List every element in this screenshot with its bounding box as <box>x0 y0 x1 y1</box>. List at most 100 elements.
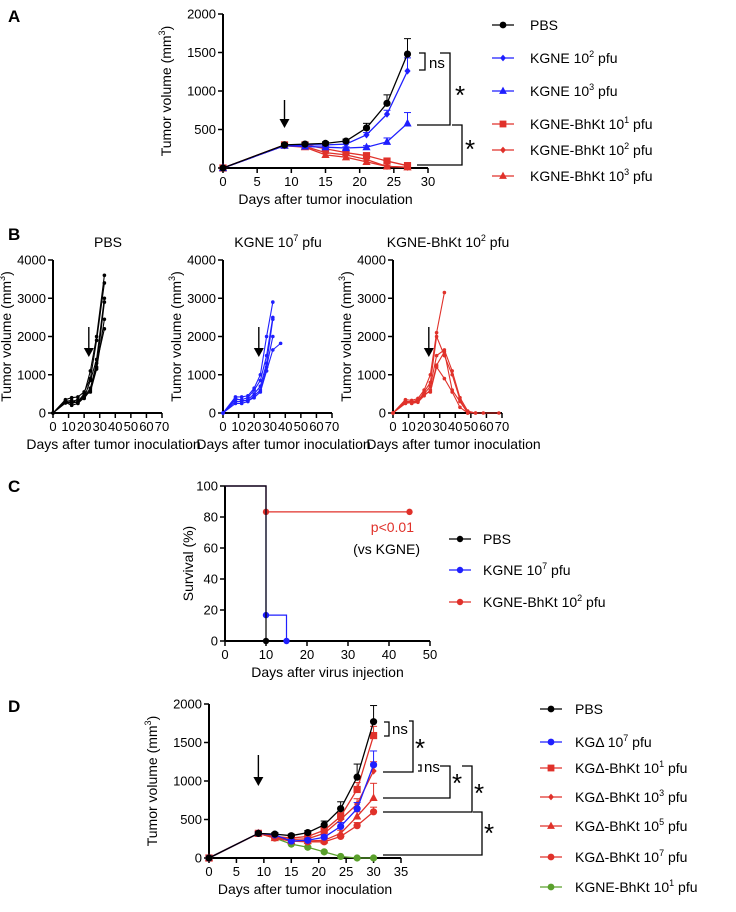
circle-marker <box>219 164 227 172</box>
y-axis-label: Tumor volume (mm3) <box>157 26 174 157</box>
survival-line <box>225 485 288 641</box>
mouse-series <box>391 365 470 415</box>
y-axis-label-text: Tumor volume (mm <box>168 281 184 402</box>
y-axis-label-superscript: 3 <box>337 276 347 281</box>
legend-label-superscript: 2 <box>624 141 629 151</box>
diamond-marker <box>500 146 506 154</box>
survival-curve <box>225 485 413 516</box>
legend-label-text: PBS <box>483 531 511 547</box>
x-tick-label: 50 <box>464 419 478 434</box>
x-tick-label: 20 <box>247 419 261 434</box>
x-tick-label: 20 <box>77 419 91 434</box>
x-tick-label: 10 <box>61 419 75 434</box>
legend-item: KGNE 107 pfu <box>449 561 571 578</box>
circle-marker <box>254 829 262 837</box>
legend-item: PBS <box>449 531 511 547</box>
legend-label-superscript: 3 <box>589 82 594 92</box>
axes-d: 0 5 10 15 20 25 30 35 0 500 1000 1500 2000 Days after… <box>143 697 408 898</box>
circle-marker <box>321 139 330 147</box>
circle-marker <box>252 388 256 392</box>
x-tick-label: 0 <box>389 419 396 434</box>
circle-marker <box>547 883 555 891</box>
y-tick-label: 1000 <box>187 84 216 99</box>
circle-marker <box>320 848 328 856</box>
legend-label: KGΔ-BhKt 103 pfu <box>575 788 687 805</box>
legend-label: KGNE-BhKt 101 pfu <box>575 878 698 895</box>
legend-label-superscript: 2 <box>589 49 594 59</box>
mouse-line <box>52 275 105 414</box>
circle-marker <box>102 327 107 331</box>
y-tick-label: 3000 <box>187 291 216 306</box>
panel-label-b: B <box>8 225 20 244</box>
circle-marker <box>51 411 55 415</box>
legend-label-superscript: 7 <box>659 848 664 858</box>
circle-marker <box>497 411 501 415</box>
subplot-title: PBS <box>94 234 122 250</box>
circle-marker <box>369 854 378 862</box>
legend-label-superscript: 3 <box>624 167 629 177</box>
legend-label: KGNE-BhKt 102 pfu <box>530 141 653 158</box>
circle-marker <box>233 396 238 401</box>
survival-line <box>225 485 410 513</box>
y-tick-label: 2000 <box>187 329 216 344</box>
legend-label-text: KGΔ-BhKt 10 <box>575 818 659 834</box>
injection-arrow-icon <box>253 348 264 357</box>
axes-b1: 0 10 20 30 40 50 60 70 0 1000 2000 3000 4000 Days aft… <box>0 234 201 452</box>
legend-item: KGΔ 107 pfu <box>540 733 652 750</box>
circle-marker <box>102 273 107 278</box>
circle-marker <box>456 566 464 574</box>
circle-marker <box>283 637 290 645</box>
legend-label: KGNE 103 pfu <box>530 82 618 99</box>
circle-marker <box>69 398 74 403</box>
circle-marker <box>233 401 238 406</box>
circle-marker <box>547 738 555 746</box>
legend-label-suffix: pfu <box>629 168 652 184</box>
circle-marker <box>458 399 462 404</box>
circle-marker <box>456 535 464 543</box>
circle-marker <box>434 334 439 339</box>
axes-c: 0 10 20 30 40 50 0 20 40 60 80 100 Days after virus … <box>180 479 437 681</box>
circle-marker <box>63 399 68 404</box>
legend-label: KGNE-BhKt 102 pfu <box>483 593 606 610</box>
x-axis-label: Days after tumor inoculation <box>218 881 392 897</box>
subplot-title-text: KGNE 10 <box>234 234 293 250</box>
mouse-series <box>391 290 447 415</box>
circle-marker <box>337 822 345 831</box>
circle-marker <box>409 401 414 405</box>
injection-arrow-icon <box>253 777 264 786</box>
legend-item: KGNE-BhKt 102 pfu <box>449 593 606 610</box>
circle-marker <box>403 50 412 58</box>
y-tick-label: 1000 <box>17 367 46 382</box>
legend-label-text: KGNE 10 <box>530 50 589 66</box>
circle-marker <box>271 334 275 339</box>
y-tick-label: 2000 <box>17 329 46 344</box>
circle-marker <box>442 290 447 295</box>
significance-brackets-d <box>383 720 483 856</box>
significance-star: * <box>415 733 425 763</box>
series-line <box>222 145 408 169</box>
square-marker <box>547 764 555 772</box>
series-pbs <box>205 705 378 862</box>
circle-marker <box>337 805 345 813</box>
square-marker <box>383 157 391 165</box>
circle-marker <box>458 395 462 400</box>
y-tick-label: 1500 <box>173 735 202 750</box>
x-tick-label: 30 <box>366 864 380 879</box>
x-tick-label: 35 <box>394 864 408 879</box>
circle-marker <box>271 317 275 322</box>
y-axis-label-text: Tumor volume (mm <box>144 725 160 846</box>
legend-label: KGΔ-BhKt 101 pfu <box>575 759 687 776</box>
axes-a: 0 5 10 15 20 25 30 0 500 1000 1500 2000 Days after t… <box>157 7 435 208</box>
circle-marker <box>94 338 99 343</box>
circle-marker <box>450 390 454 394</box>
legend-label: PBS <box>530 17 558 33</box>
circle-marker <box>262 637 270 645</box>
circle-marker <box>416 399 420 404</box>
y-tick-label: 4000 <box>17 253 46 268</box>
legend-label: PBS <box>575 701 603 717</box>
x-tick-label: 25 <box>387 174 401 189</box>
y-axis-label-suffix: ) <box>158 26 174 31</box>
circle-marker <box>76 395 80 399</box>
circle-marker <box>547 705 555 713</box>
